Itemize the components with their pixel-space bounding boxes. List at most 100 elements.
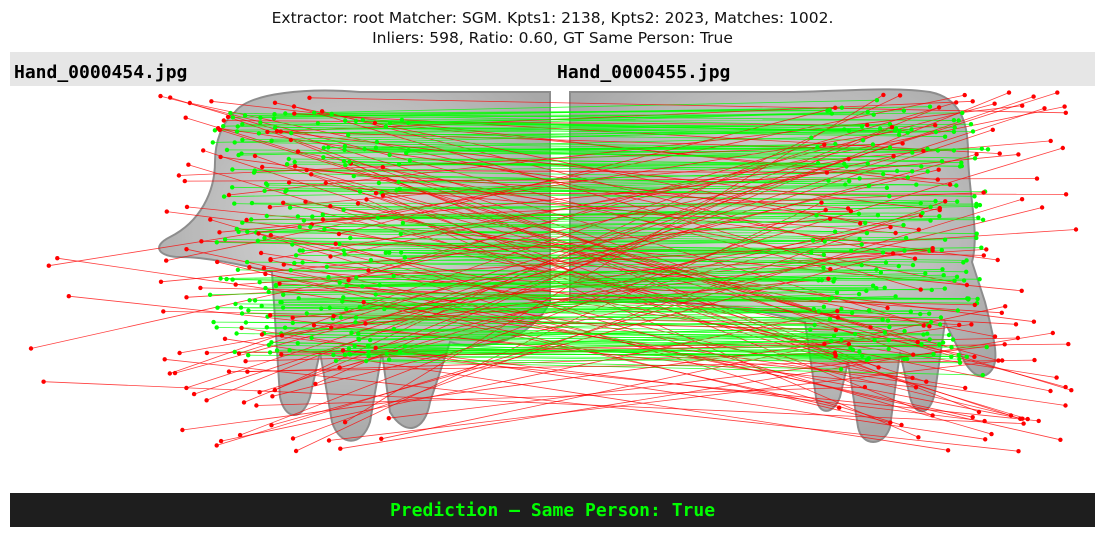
outlier-keypoint: [943, 199, 948, 204]
inlier-keypoint: [262, 188, 267, 193]
inlier-keypoint: [360, 117, 365, 123]
inlier-keypoint: [901, 108, 907, 113]
outlier-keypoint: [921, 148, 926, 154]
inlier-keypoint: [878, 270, 884, 275]
outlier-keypoint: [957, 322, 962, 328]
inlier-keypoint: [940, 267, 945, 272]
inlier-keypoint: [977, 277, 982, 282]
inlier-keypoint: [910, 169, 915, 174]
inlier-keypoint: [284, 187, 289, 193]
outlier-keypoint: [885, 305, 890, 311]
inlier-keypoint: [939, 247, 944, 253]
inlier-keypoint: [360, 284, 365, 289]
inlier-keypoint: [933, 129, 939, 135]
inlier-keypoint: [346, 346, 352, 351]
outlier-keypoint: [846, 156, 851, 162]
outlier-keypoint: [267, 204, 273, 210]
outlier-keypoint: [258, 250, 264, 256]
inlier-keypoint: [831, 333, 837, 338]
inlier-keypoint: [210, 140, 215, 145]
outlier-keypoint: [55, 256, 60, 261]
outlier-keypoint: [992, 101, 997, 106]
inlier-keypoint: [942, 237, 948, 242]
outlier-keypoint: [1019, 197, 1025, 202]
inlier-keypoint: [301, 218, 307, 223]
inlier-keypoint: [263, 285, 268, 291]
outlier-match-line: [216, 198, 1023, 446]
outlier-keypoint: [824, 170, 830, 175]
inlier-keypoint: [341, 159, 347, 164]
outlier-keypoint: [337, 365, 342, 370]
inlier-keypoint: [952, 125, 957, 130]
inlier-keypoint: [877, 126, 883, 131]
outlier-keypoint: [1003, 304, 1008, 309]
inlier-match-line: [237, 126, 946, 138]
outlier-keypoint: [226, 369, 232, 374]
outlier-match-line: [203, 150, 1021, 420]
inlier-keypoint: [280, 305, 286, 310]
inlier-keypoint: [956, 118, 961, 123]
inlier-keypoint: [230, 167, 235, 172]
inlier-keypoint: [940, 340, 946, 345]
outlier-keypoint: [272, 100, 278, 105]
inlier-keypoint: [903, 235, 909, 241]
prediction-bar: Prediction — Same Person: True: [10, 493, 1095, 527]
outlier-keypoint: [833, 353, 838, 358]
inlier-keypoint: [880, 317, 885, 322]
inlier-keypoint: [843, 182, 848, 187]
inlier-keypoint: [832, 276, 837, 282]
figure-title: Extractor: root Matcher: SGM. Kpts1: 213…: [0, 8, 1105, 48]
inlier-keypoint: [925, 146, 930, 151]
inlier-match-line: [401, 247, 982, 253]
outlier-keypoint: [995, 257, 1000, 263]
outlier-keypoint: [1069, 388, 1074, 393]
outlier-match-line: [241, 327, 986, 440]
inlier-keypoint: [282, 325, 288, 330]
inlier-keypoint: [292, 260, 297, 266]
outlier-keypoint: [969, 322, 974, 327]
inlier-keypoint: [859, 242, 864, 247]
outlier-keypoint: [833, 105, 838, 110]
inlier-keypoint: [938, 315, 944, 320]
inlier-keypoint: [245, 229, 250, 234]
outlier-keypoint: [320, 217, 326, 222]
inlier-match-line: [399, 163, 847, 167]
inlier-keypoint: [842, 127, 847, 132]
inlier-match-line: [399, 177, 908, 190]
outlier-keypoint: [269, 423, 274, 428]
inlier-keypoint: [239, 311, 245, 316]
outlier-keypoint: [158, 93, 163, 99]
inlier-keypoint: [397, 349, 403, 354]
inlier-match-line: [232, 186, 975, 197]
outlier-keypoint: [1031, 319, 1037, 324]
inlier-keypoint: [266, 289, 271, 295]
inlier-match-line: [242, 222, 977, 235]
outlier-match-line: [315, 126, 893, 385]
inlier-keypoint: [234, 226, 239, 232]
inlier-keypoint: [273, 283, 279, 289]
inlier-keypoint: [357, 305, 362, 310]
inlier-keypoint: [251, 170, 257, 175]
outlier-keypoint: [263, 271, 268, 277]
outlier-keypoint: [355, 201, 361, 206]
inlier-keypoint: [966, 296, 971, 301]
outlier-keypoint: [936, 105, 942, 110]
inlier-match-line: [226, 149, 913, 153]
outlier-keypoint: [239, 325, 244, 331]
inlier-keypoint: [342, 352, 348, 357]
inlier-keypoint: [809, 135, 814, 140]
inlier-keypoint: [826, 178, 831, 183]
inlier-keypoint: [860, 353, 865, 359]
inlier-keypoint: [894, 168, 900, 174]
inlier-match-line: [232, 169, 860, 179]
outlier-keypoint: [1066, 341, 1071, 347]
inlier-keypoint: [344, 283, 349, 288]
inlier-keypoint: [221, 124, 226, 129]
inlier-keypoint: [902, 248, 907, 253]
inlier-keypoint: [833, 141, 838, 147]
inlier-keypoint: [249, 217, 254, 222]
outlier-keypoint: [981, 253, 986, 258]
inlier-match-line: [381, 192, 936, 202]
outlier-keypoint: [184, 295, 189, 300]
outlier-keypoint: [198, 285, 203, 291]
